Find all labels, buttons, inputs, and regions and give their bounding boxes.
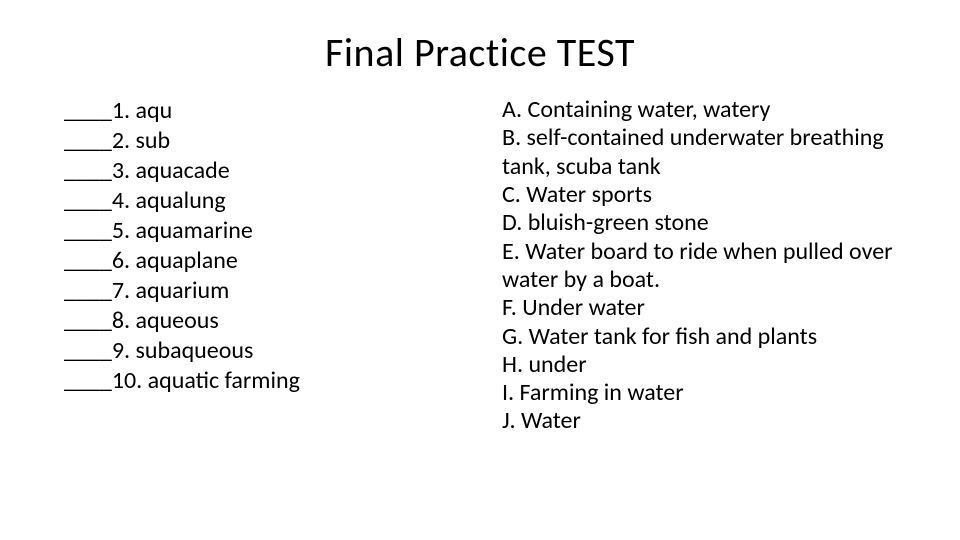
question-num: 1 [112,96,124,125]
question-row: ____4. aqualung [64,186,444,216]
answer-row: F. Under water [502,294,902,322]
answer-text: under [528,350,586,379]
answer-text: Farming in water [520,378,684,407]
answer-letter: G [502,322,517,351]
question-num: 7 [112,276,124,305]
answer-blank[interactable]: ____ [64,276,112,305]
answer-blank[interactable]: ____ [64,186,112,215]
answer-blank[interactable]: ____ [64,366,112,395]
answer-letter: J [502,406,509,435]
answer-blank[interactable]: ____ [64,96,112,125]
question-num: 4 [112,186,124,215]
answer-blank[interactable]: ____ [64,336,112,365]
answer-letter: D [502,208,516,237]
page-title: Final Practice TEST [0,28,960,77]
question-row: ____8. aqueous [64,306,444,336]
answer-blank[interactable]: ____ [64,126,112,155]
answer-text: bluish-green stone [528,208,709,237]
question-word: aquacade [135,156,229,185]
questions-column: ____1. aqu ____2. sub ____3. aquacade __… [64,96,444,396]
answer-row: E. Water board to ride when pulled over … [502,238,902,295]
question-num: 3 [112,156,124,185]
answer-text: Water tank for fish and plants [529,322,817,351]
answer-text: Water [521,406,581,435]
question-word: aquaplane [135,246,237,275]
answer-row: G. Water tank for fish and plants [502,323,902,351]
answer-blank[interactable]: ____ [64,306,112,335]
answer-row: J. Water [502,407,902,435]
question-word: aquatic farming [148,366,300,395]
answer-letter: A [502,95,516,124]
answer-letter: E [502,237,514,266]
answer-blank[interactable]: ____ [64,246,112,275]
answer-text: Water board to ride when pulled over wat… [502,237,893,294]
question-row: ____3. aquacade [64,156,444,186]
answers-column: A. Containing water, watery B. self-cont… [502,96,902,436]
question-num: 5 [112,216,124,245]
answer-text: Water sports [526,180,652,209]
answer-blank[interactable]: ____ [64,216,112,245]
question-num: 8 [112,306,124,335]
question-row: ____2. sub [64,126,444,156]
answer-blank[interactable]: ____ [64,156,112,185]
answer-letter: H [502,350,517,379]
question-row: ____10. aquatic farming [64,366,444,396]
question-word: aquamarine [135,216,252,245]
answer-letter: I [502,378,508,407]
question-row: ____9. subaqueous [64,336,444,366]
question-word: aquarium [135,276,229,305]
question-num: 2 [112,126,124,155]
question-row: ____5. aquamarine [64,216,444,246]
answer-letter: C [502,180,515,209]
question-num: 6 [112,246,124,275]
question-word: sub [135,126,170,155]
question-word: aqueous [135,306,218,335]
question-row: ____6. aquaplane [64,246,444,276]
answer-text: self-contained underwater breathing tank… [502,123,884,180]
question-word: subaqueous [135,336,253,365]
answer-row: D. bluish-green stone [502,209,902,237]
answer-row: C. Water sports [502,181,902,209]
answer-row: B. self-contained underwater breathing t… [502,124,902,181]
answer-letter: F [502,293,511,322]
answer-row: H. under [502,351,902,379]
question-row: ____7. aquarium [64,276,444,306]
question-word: aqualung [135,186,225,215]
question-word: aqu [135,96,172,125]
answer-letter: B [502,123,515,152]
answer-row: I. Farming in water [502,379,902,407]
question-num: 9 [112,336,124,365]
slide: Final Practice TEST ____1. aqu ____2. su… [0,0,960,540]
answer-text: Containing water, watery [528,95,771,124]
answer-text: Under water [522,293,645,322]
question-num: 10 [112,366,136,395]
answer-row: A. Containing water, watery [502,96,902,124]
question-row: ____1. aqu [64,96,444,126]
